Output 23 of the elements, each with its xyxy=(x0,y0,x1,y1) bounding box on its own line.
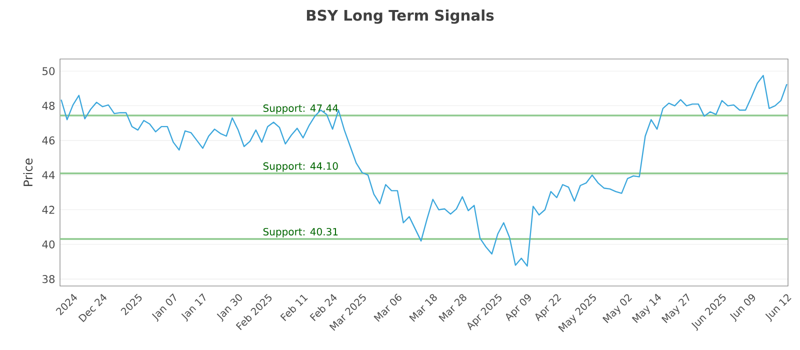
line-series xyxy=(60,74,788,267)
y-tick-label: 44 xyxy=(42,171,55,179)
x-tick-label: Jun 09 xyxy=(730,294,755,322)
x-tick-label: Apr 09 xyxy=(506,294,531,322)
x-tick-label: Jan 17 xyxy=(181,293,206,322)
y-tick-label: 48 xyxy=(42,102,55,110)
x-tick-label: Apr 22 xyxy=(535,294,562,322)
y-tick-label: 50 xyxy=(42,67,55,76)
x-tick-label: Dec 24 xyxy=(78,294,107,322)
x-tick-label: Jan 30 xyxy=(216,294,242,322)
ref-line-label: Support: 44.10 xyxy=(263,162,338,172)
x-tick-label: Feb 11 xyxy=(280,294,308,322)
x-tick-label: Jan 07 xyxy=(152,293,176,322)
ref-line-label: Support: 40.31 xyxy=(263,228,338,238)
ref-line-label: Support: 47.44 xyxy=(263,104,338,114)
x-tick-label: Feb 24 xyxy=(310,294,337,322)
y-tick-label: 40 xyxy=(42,240,55,248)
y-tick-label: 42 xyxy=(42,206,54,214)
chart-title: BSY Long Term Signals xyxy=(306,10,494,24)
y-axis-title: Price xyxy=(23,158,33,186)
y-tick-label: 46 xyxy=(42,136,55,144)
y-tick-label: 38 xyxy=(42,275,55,284)
x-tick-label: Jun 12 xyxy=(765,294,792,322)
